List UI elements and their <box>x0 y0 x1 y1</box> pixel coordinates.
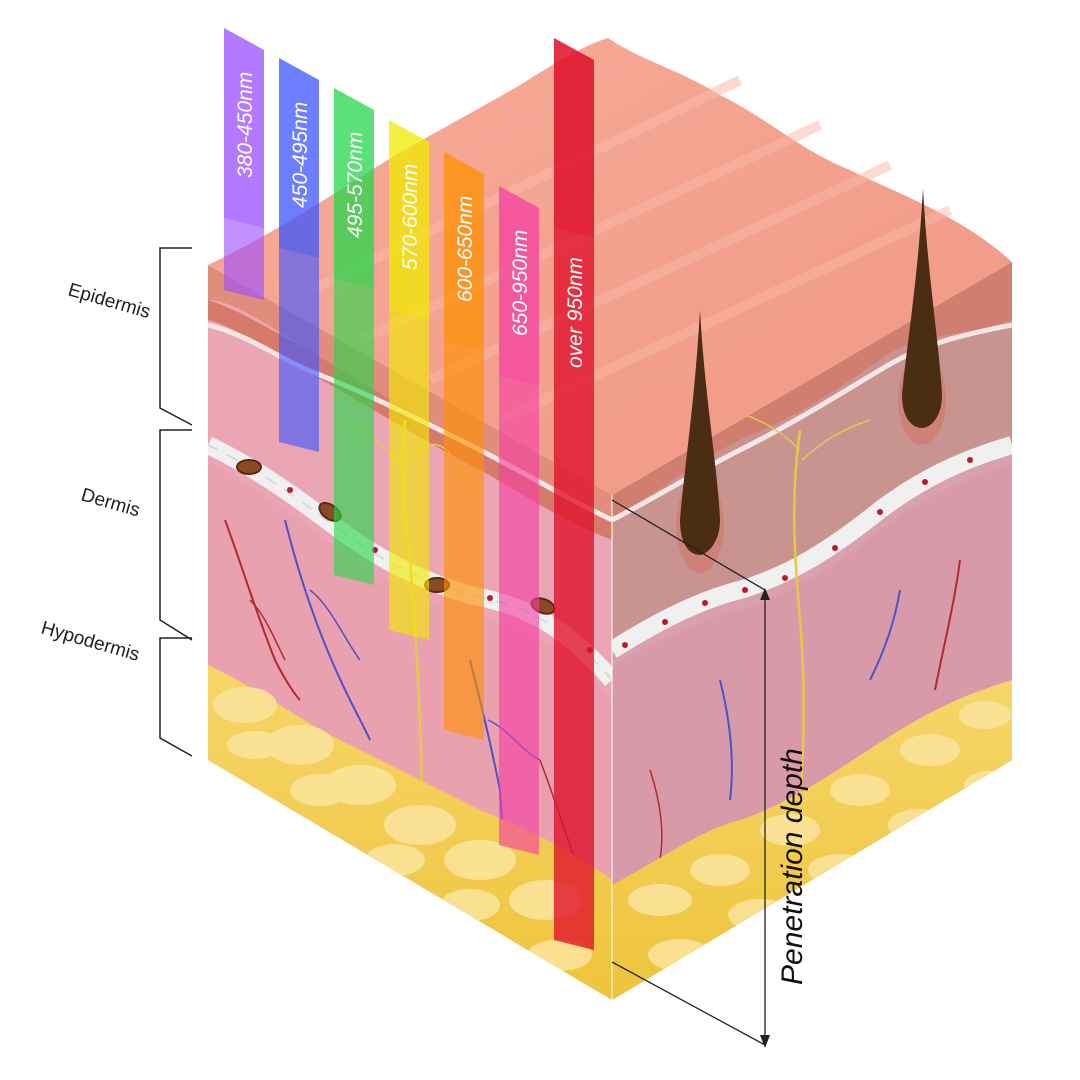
band-label: 495-570nm <box>344 132 367 238</box>
band-1: 380-450nm <box>224 28 264 300</box>
band-3: 495-570nm <box>334 88 374 585</box>
dermis-label: Dermis <box>79 485 143 522</box>
band-label: over 950nm <box>564 257 587 368</box>
epidermis-label: Epidermis <box>66 280 153 323</box>
band-label: 570-600nm <box>399 164 422 270</box>
hair-follicles <box>676 188 946 573</box>
band-label: 600-650nm <box>454 196 477 302</box>
penetration-depth-indicator: Penetration depth <box>611 499 809 1048</box>
dermis-bracket <box>159 429 193 641</box>
band-label: 380-450nm <box>234 72 257 178</box>
wavelength-bands: 380-450nm 450-495nm 495-570nm 570-600nm 600-… <box>224 28 594 950</box>
hypodermis-bracket <box>159 637 193 757</box>
band-bar <box>554 38 594 950</box>
band-2: 450-495nm <box>279 58 319 452</box>
band-bar <box>224 28 264 300</box>
epidermis-bracket <box>159 247 193 426</box>
band-bar <box>334 88 374 585</box>
band-7: over 950nm <box>554 38 594 950</box>
band-label: 450-495nm <box>289 102 312 208</box>
band-bar <box>499 186 539 855</box>
band-label: 650-950nm <box>509 230 532 336</box>
penetration-depth-label: Penetration depth <box>776 748 809 985</box>
band-bar <box>389 120 429 640</box>
layer-brackets <box>159 247 193 757</box>
band-5: 600-650nm <box>444 152 484 740</box>
band-bar <box>444 152 484 740</box>
hypodermis-label: Hypodermis <box>39 618 142 666</box>
band-bar <box>279 58 319 452</box>
band-4: 570-600nm <box>389 120 429 640</box>
band-6: 650-950nm <box>499 186 539 855</box>
